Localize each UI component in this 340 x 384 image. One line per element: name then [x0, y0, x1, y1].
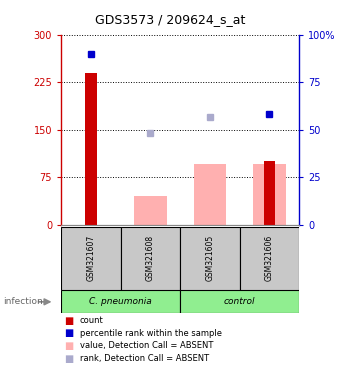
Bar — [264, 161, 275, 225]
Text: rank, Detection Call = ABSENT: rank, Detection Call = ABSENT — [80, 354, 209, 363]
Bar — [121, 227, 180, 290]
Text: GSM321607: GSM321607 — [86, 235, 96, 281]
Text: percentile rank within the sample: percentile rank within the sample — [80, 329, 222, 338]
Text: ■: ■ — [65, 328, 74, 338]
Text: GDS3573 / 209624_s_at: GDS3573 / 209624_s_at — [95, 13, 245, 26]
Bar — [61, 290, 180, 313]
Bar — [61, 227, 121, 290]
Bar — [180, 227, 240, 290]
Bar — [134, 196, 167, 225]
Bar — [253, 164, 286, 225]
Text: C. pneumonia: C. pneumonia — [89, 297, 152, 306]
Text: value, Detection Call = ABSENT: value, Detection Call = ABSENT — [80, 341, 213, 351]
Text: control: control — [224, 297, 255, 306]
Text: GSM321608: GSM321608 — [146, 235, 155, 281]
Bar — [193, 164, 226, 225]
Text: GSM321606: GSM321606 — [265, 235, 274, 281]
Text: count: count — [80, 316, 104, 325]
Text: ■: ■ — [65, 316, 74, 326]
Bar — [240, 227, 299, 290]
Text: ■: ■ — [65, 341, 74, 351]
Text: ■: ■ — [65, 354, 74, 364]
Text: infection: infection — [3, 297, 43, 306]
Bar — [85, 73, 97, 225]
Text: GSM321605: GSM321605 — [205, 235, 215, 281]
Bar — [180, 290, 299, 313]
